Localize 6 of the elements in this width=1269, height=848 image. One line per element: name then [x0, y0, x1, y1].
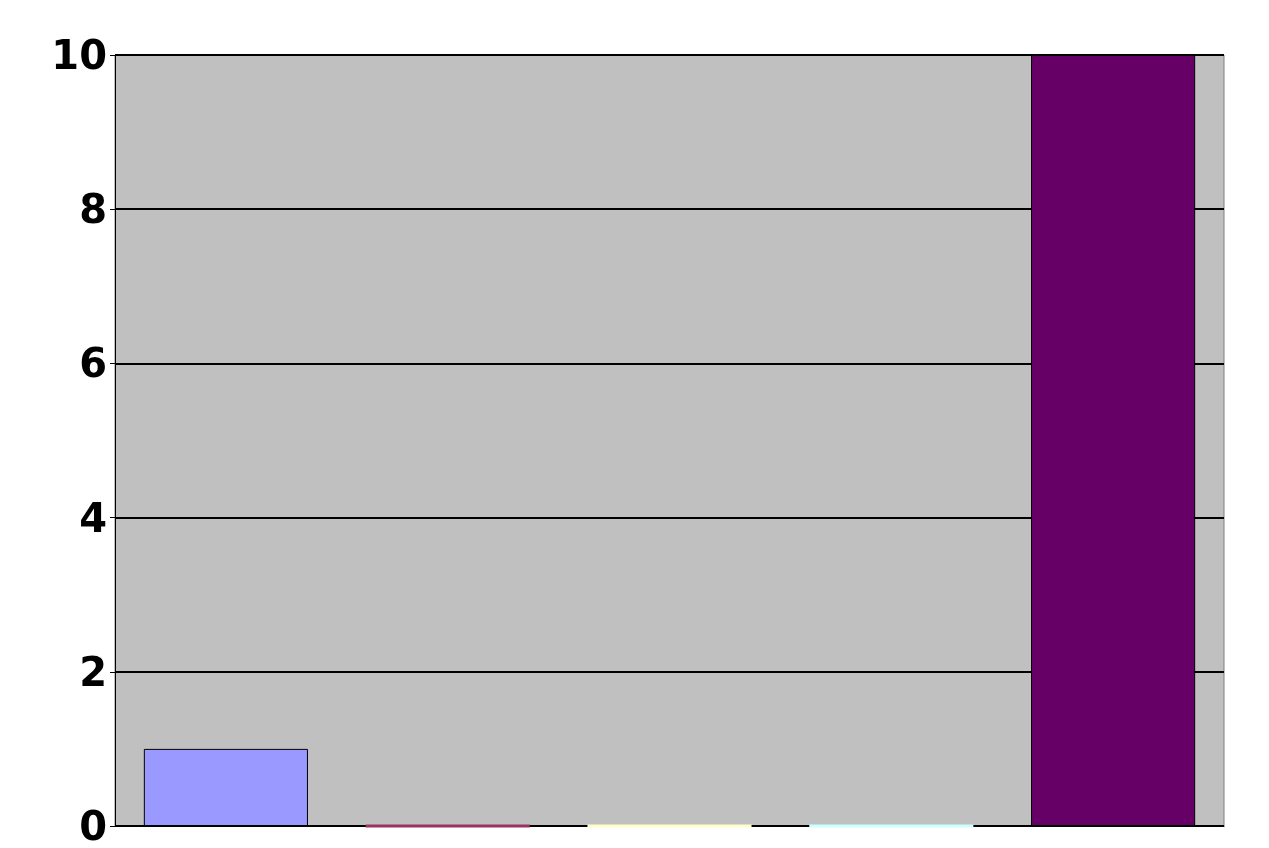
y-tick-label: 0 [79, 803, 107, 848]
y-tick-label: 6 [79, 340, 107, 387]
y-tick-label: 2 [79, 648, 107, 695]
y-tick-label: 10 [51, 32, 107, 78]
y-tick-label: 8 [79, 186, 107, 233]
y-tick-label: 4 [79, 494, 107, 541]
